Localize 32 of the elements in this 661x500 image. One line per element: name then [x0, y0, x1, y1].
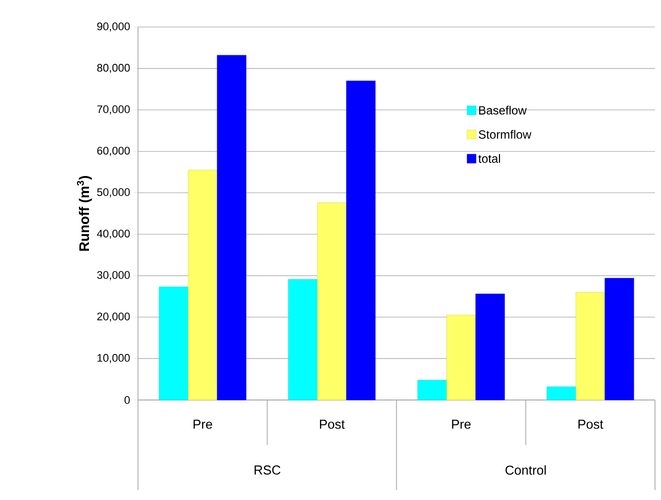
bar [188, 170, 218, 400]
text: Control [506, 465, 546, 475]
y-tick-label: 30,000 [97, 271, 130, 280]
bar [576, 292, 606, 400]
y-tick-label: 80,000 [97, 64, 130, 73]
bar [446, 314, 476, 400]
y-tick-label: 40,000 [96, 230, 130, 239]
bar [417, 380, 447, 400]
y-axis-title: Runoff (m$^{3}$) [76, 176, 92, 251]
x-tick-label: Post [578, 420, 604, 429]
bar [158, 286, 188, 400]
bar [346, 80, 376, 400]
text: RSC [254, 465, 280, 475]
y-tick-label: 10,000 [98, 354, 130, 364]
legend-label: Stormflow [478, 130, 532, 139]
bar [317, 202, 347, 400]
bar [216, 55, 246, 400]
x-tick-label: Post [320, 420, 345, 429]
y-tick-label: 20,000 [97, 312, 130, 322]
bar [475, 294, 505, 400]
y-tick-label: 70,000 [97, 105, 130, 114]
bar [288, 279, 318, 400]
legend-label: total [478, 154, 500, 163]
x-tick-label: Pre [194, 420, 212, 429]
bar [546, 386, 576, 400]
y-tick-label: 50,000 [97, 188, 130, 198]
y-tick-label: 90,000 [97, 22, 130, 32]
bar [604, 278, 634, 400]
legend-label: Baseflow [479, 106, 527, 115]
x-tick-label: Pre [452, 420, 471, 429]
y-tick-label: 0 [124, 396, 130, 404]
y-tick-label: 60,000 [97, 146, 130, 156]
